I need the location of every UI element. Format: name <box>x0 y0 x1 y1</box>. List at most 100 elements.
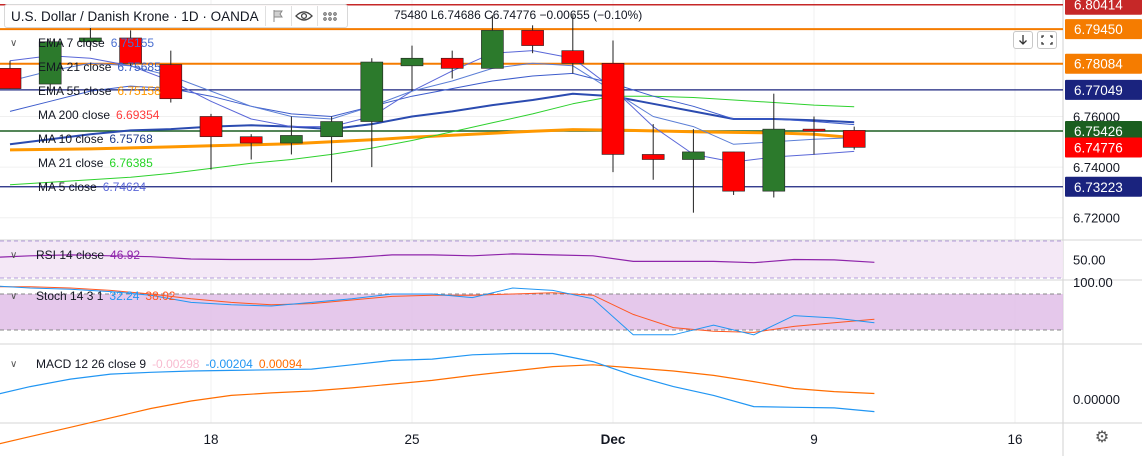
flag-icon[interactable] <box>264 6 291 26</box>
gear-icon[interactable]: ⚙ <box>1094 429 1110 446</box>
candle <box>521 25 544 54</box>
more-dots-icon[interactable] <box>316 6 343 26</box>
legend-name: MA 21 close <box>38 156 104 170</box>
macd-legend: ∨ MACD 12 26 close 9 -0.00298 -0.00204 0… <box>8 357 302 371</box>
candle <box>400 45 424 92</box>
legend-name: MA 200 close <box>38 108 111 122</box>
price-label: 6.77049 <box>1074 83 1123 98</box>
candle <box>119 30 142 66</box>
legend-value: 6.74624 <box>102 180 147 194</box>
candle-body <box>239 136 263 144</box>
macd-label-hist: -0.00298 <box>152 357 200 371</box>
price-label-box <box>1065 53 1142 74</box>
down-arrow-icon[interactable] <box>1013 31 1033 49</box>
x-tick-label: Dec <box>601 432 626 447</box>
candle-body <box>159 64 183 100</box>
legend-row[interactable]: EMA 55 close 6.75158 <box>10 79 161 103</box>
candle-body <box>280 135 303 144</box>
candle <box>802 116 826 155</box>
x-tick-label: 18 <box>203 432 218 447</box>
legend-value: 6.75685 <box>117 60 161 74</box>
candle-body <box>360 61 384 122</box>
candle-body <box>762 128 786 192</box>
candle-body <box>0 68 22 89</box>
candle <box>440 50 464 79</box>
candle-body <box>601 62 625 155</box>
ma-line <box>9 72 855 126</box>
candle-body <box>38 41 62 85</box>
legend-name: MA 10 close <box>38 132 104 146</box>
y-tick-label: 6.76000 <box>1073 109 1120 124</box>
chevron-down-icon[interactable]: ∨ <box>10 37 18 49</box>
legend-value: 6.75768 <box>109 132 153 146</box>
rsi-band <box>0 241 1063 278</box>
price-label: 6.74776 <box>1074 140 1123 155</box>
candle <box>320 116 343 183</box>
candle <box>682 129 705 213</box>
candle <box>641 124 665 180</box>
legend-name: EMA 7 close <box>38 36 105 50</box>
rsi-tick-label: 50.00 <box>1073 253 1106 268</box>
candle-body <box>842 130 866 148</box>
candle <box>561 15 585 74</box>
x-tick-label: 25 <box>404 432 419 447</box>
stoch-k-line <box>0 285 875 336</box>
ma-line <box>9 50 855 163</box>
candle-body <box>320 121 343 138</box>
price-label-box <box>1065 79 1142 100</box>
candle <box>199 113 223 170</box>
candle <box>601 40 625 173</box>
chevron-down-icon[interactable]: ∨ <box>10 358 18 370</box>
rsi-legend: ∨ RSI 14 close 46.92 <box>8 248 140 262</box>
price-label: 6.78084 <box>1074 57 1123 72</box>
legend-row[interactable]: MA 200 close 6.69354 <box>10 103 161 127</box>
candle-body <box>199 116 223 138</box>
candle <box>280 116 303 155</box>
candle-body <box>682 151 705 160</box>
y-tick-label: 6.72000 <box>1073 211 1120 226</box>
chevron-down-icon[interactable]: ∨ <box>10 249 18 261</box>
macd-label-macd: -0.00204 <box>205 357 253 371</box>
legend-row[interactable]: MA 21 close 6.76385 <box>10 151 161 175</box>
candle-body <box>561 50 585 64</box>
candle-body <box>119 37 142 64</box>
candle-body <box>722 151 745 192</box>
macd-tick-label: 0.00000 <box>1073 392 1120 407</box>
price-label-box <box>1065 121 1142 142</box>
price-label-box <box>1065 19 1142 40</box>
candle <box>842 126 866 150</box>
candle-body <box>641 154 665 160</box>
price-label: 6.75426 <box>1074 124 1123 139</box>
legend-row[interactable]: ∨ EMA 7 close 6.75155 <box>10 31 161 55</box>
symbol-header: U.S. Dollar / Danish Krone · 1D · OANDA <box>4 4 348 28</box>
candle <box>0 60 22 89</box>
expand-icon[interactable] <box>1037 31 1057 49</box>
candle <box>360 58 384 168</box>
price-label-box <box>1065 0 1142 15</box>
ohlc-values: 75480 L6.74686 C6.74776 −0.00655 (−0.10%… <box>394 8 643 22</box>
candle-body <box>521 30 544 46</box>
macd-label-signal: 0.00094 <box>258 357 303 371</box>
ma-line <box>9 92 855 146</box>
candle <box>481 15 504 69</box>
ma-line <box>9 62 855 145</box>
candle-body <box>802 128 826 132</box>
legend-row[interactable]: MA 10 close 6.75768 <box>10 127 161 151</box>
stoch-d-line <box>0 286 875 333</box>
legend-value: 6.75155 <box>110 36 155 50</box>
price-label: 6.73223 <box>1074 180 1123 195</box>
candle-body <box>440 57 464 69</box>
eye-icon[interactable] <box>290 6 317 26</box>
candle <box>159 50 183 103</box>
price-label: 6.80414 <box>1074 0 1123 13</box>
x-tick-label: 9 <box>810 432 818 447</box>
candle <box>722 151 745 195</box>
chevron-down-icon[interactable]: ∨ <box>10 290 18 302</box>
legend-value: 6.76385 <box>109 156 153 170</box>
legend-name: EMA 21 close <box>38 60 112 74</box>
legend-row[interactable]: MA 5 close 6.74624 <box>10 175 161 199</box>
symbol-title[interactable]: U.S. Dollar / Danish Krone · 1D · OANDA <box>11 8 259 24</box>
legend-row[interactable]: EMA 21 close 6.75685 <box>10 55 161 79</box>
